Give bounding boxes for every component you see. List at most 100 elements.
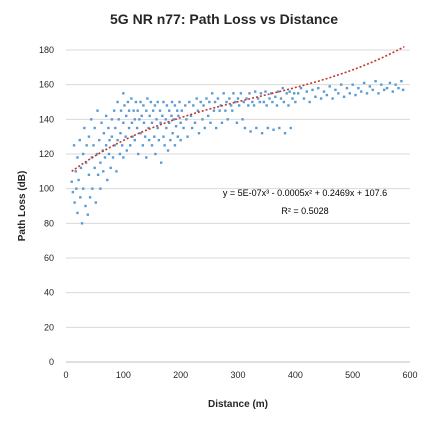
data-point-206 — [282, 100, 286, 104]
data-point-225 — [325, 93, 329, 97]
data-point-168 — [228, 97, 231, 100]
data-point-151 — [203, 126, 206, 130]
data-point-46 — [108, 138, 111, 142]
data-point-26 — [92, 144, 95, 147]
data-point-28 — [93, 126, 96, 130]
data-point-249 — [394, 83, 397, 86]
data-point-191 — [260, 132, 264, 135]
data-point-155 — [209, 121, 212, 124]
data-point-70 — [127, 126, 131, 130]
data-point-159 — [215, 126, 218, 130]
data-point-143 — [192, 104, 195, 107]
data-point-60 — [119, 109, 123, 112]
y-tick-0: 0 — [49, 357, 54, 367]
data-point-67 — [125, 114, 128, 118]
data-point-252 — [401, 88, 405, 92]
data-point-85 — [139, 100, 142, 104]
data-point-148 — [199, 100, 202, 104]
data-point-196 — [268, 97, 271, 100]
data-point-221 — [314, 95, 317, 98]
data-point-186 — [254, 90, 257, 93]
data-point-64 — [122, 156, 125, 159]
data-point-103 — [154, 152, 157, 156]
data-point-157 — [212, 109, 216, 112]
data-point-140 — [188, 100, 191, 104]
y-tick-120: 120 — [39, 149, 54, 159]
data-point-248 — [391, 90, 394, 93]
y-tick-180: 180 — [39, 45, 54, 55]
data-point-7 — [76, 156, 79, 159]
data-point-132 — [178, 100, 181, 104]
data-point-79 — [134, 100, 138, 104]
data-point-101 — [153, 135, 156, 138]
data-point-184 — [251, 100, 254, 104]
data-point-161 — [218, 109, 221, 112]
data-point-187 — [255, 126, 258, 130]
data-point-5 — [75, 187, 78, 190]
data-point-202 — [276, 90, 280, 93]
data-point-192 — [262, 100, 265, 104]
data-point-15 — [83, 126, 86, 130]
data-point-156 — [211, 92, 214, 95]
data-point-55 — [116, 100, 119, 104]
data-point-39 — [102, 132, 106, 135]
data-point-180 — [245, 97, 248, 100]
data-point-129 — [176, 109, 179, 112]
data-point-209 — [287, 104, 290, 107]
data-point-200 — [274, 95, 277, 98]
data-point-183 — [249, 130, 252, 133]
x-tick-400: 400 — [288, 370, 303, 380]
data-point-208 — [285, 92, 288, 95]
data-point-47 — [109, 166, 112, 170]
data-point-98 — [150, 121, 154, 124]
y-tick-100: 100 — [39, 184, 54, 194]
data-point-164 — [222, 92, 225, 95]
data-point-125 — [172, 118, 175, 121]
data-point-167 — [226, 118, 229, 121]
y-tick-80: 80 — [44, 218, 54, 228]
data-point-134 — [179, 138, 182, 142]
data-point-193 — [264, 90, 267, 93]
data-point-45 — [107, 152, 111, 156]
data-point-66 — [124, 135, 127, 138]
data-point-27 — [93, 166, 96, 170]
data-point-197 — [270, 92, 273, 95]
data-point-82 — [137, 152, 140, 156]
data-point-216 — [299, 86, 303, 90]
data-point-2 — [72, 144, 76, 147]
data-point-234 — [351, 83, 354, 86]
data-point-250 — [397, 86, 400, 90]
data-point-21 — [87, 135, 91, 138]
data-point-71 — [127, 109, 131, 112]
data-point-251 — [400, 80, 403, 83]
data-point-25 — [91, 187, 94, 190]
x-tick-200: 200 — [173, 370, 188, 380]
data-point-20 — [87, 173, 91, 176]
data-point-56 — [116, 138, 119, 142]
data-point-11 — [79, 166, 83, 170]
data-point-62 — [122, 92, 125, 95]
data-point-86 — [140, 114, 143, 118]
data-point-116 — [165, 126, 168, 130]
x-axis-label: Distance (m) — [208, 399, 268, 410]
data-point-228 — [334, 88, 337, 92]
data-point-118 — [166, 149, 170, 152]
data-point-133 — [179, 121, 182, 124]
data-point-239 — [365, 92, 369, 95]
data-point-42 — [104, 144, 108, 147]
data-point-105 — [156, 126, 159, 130]
data-point-153 — [206, 114, 210, 118]
data-point-99 — [150, 144, 154, 147]
data-point-226 — [328, 85, 331, 88]
data-point-178 — [242, 100, 245, 104]
data-point-87 — [141, 144, 145, 147]
data-point-76 — [132, 109, 135, 112]
data-point-108 — [158, 109, 162, 112]
data-point-233 — [348, 92, 351, 95]
data-point-1 — [71, 190, 75, 194]
y-tick-140: 140 — [39, 114, 54, 124]
data-point-185 — [252, 104, 256, 107]
data-point-236 — [357, 86, 360, 90]
y-tick-160: 160 — [39, 80, 54, 90]
